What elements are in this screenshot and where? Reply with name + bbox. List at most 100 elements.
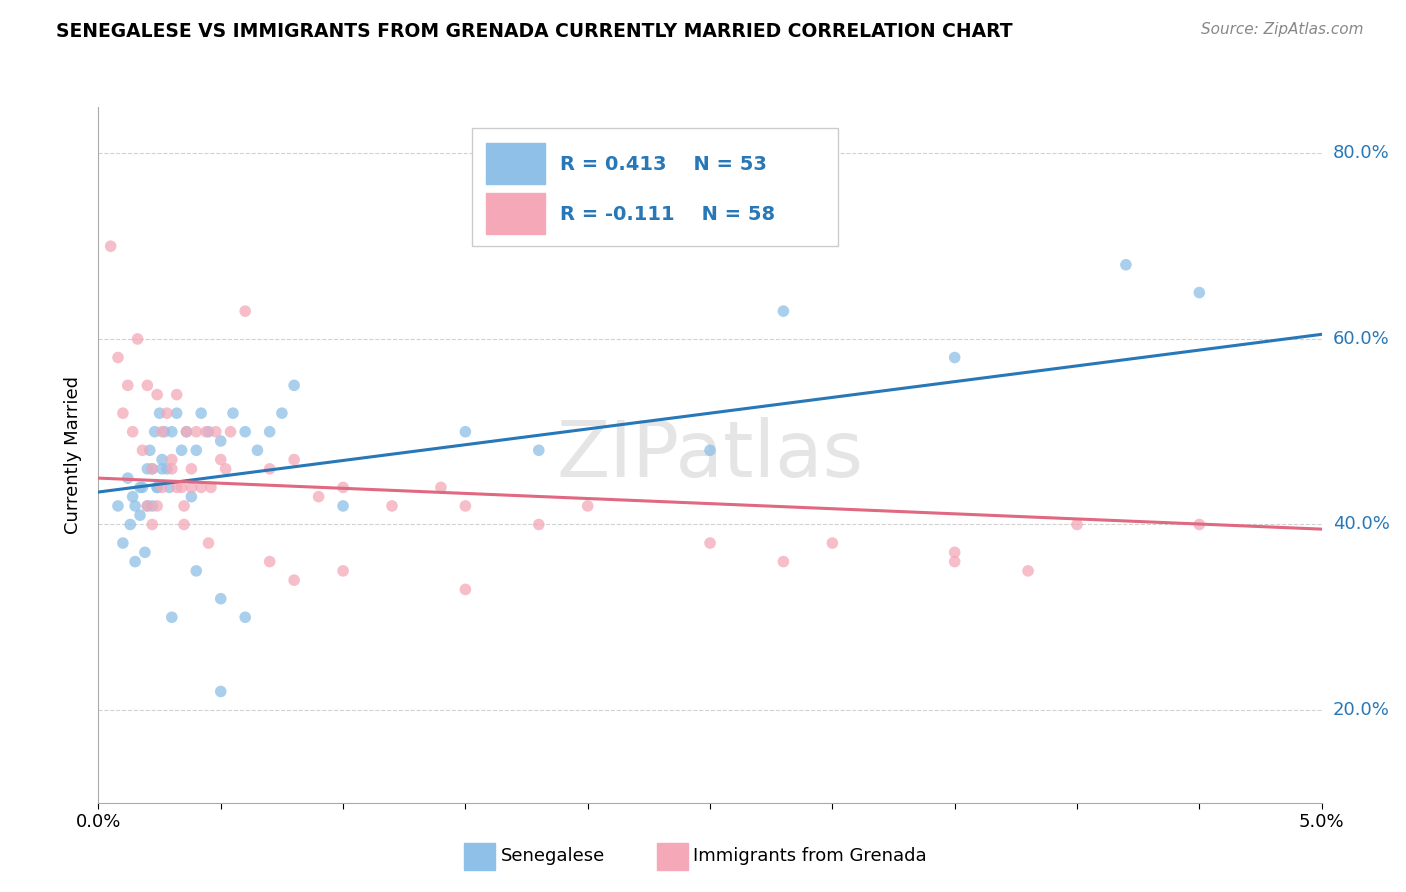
Point	[139, 443, 162, 458]
Point	[197, 425, 219, 439]
Point	[233, 610, 256, 624]
Point	[121, 490, 143, 504]
Text: 60.0%: 60.0%	[1333, 330, 1389, 348]
Point	[111, 406, 134, 420]
Point	[107, 499, 129, 513]
Point	[283, 378, 305, 392]
Point	[129, 508, 152, 523]
Point	[117, 378, 139, 392]
Point	[127, 332, 149, 346]
Point	[772, 304, 794, 318]
Point	[454, 425, 477, 439]
Point	[381, 499, 404, 513]
Point	[209, 452, 232, 467]
Point	[150, 452, 173, 467]
Point	[699, 443, 721, 458]
Point	[146, 480, 169, 494]
Text: R = -0.111    N = 58: R = -0.111 N = 58	[560, 204, 775, 224]
Point	[146, 387, 169, 401]
Point	[332, 499, 354, 513]
Point	[141, 462, 163, 476]
Point	[1066, 517, 1088, 532]
Point	[153, 425, 176, 439]
Point	[1115, 258, 1137, 272]
Point	[209, 591, 232, 606]
Point	[283, 452, 305, 467]
Point	[246, 443, 269, 458]
Point	[173, 499, 195, 513]
Point	[136, 378, 159, 392]
Point	[170, 480, 193, 494]
Point	[943, 555, 966, 569]
Point	[150, 480, 173, 494]
Point	[527, 517, 550, 532]
Point	[143, 425, 166, 439]
Point	[160, 452, 183, 467]
Point	[124, 555, 146, 569]
Point	[430, 480, 453, 494]
Point	[176, 425, 198, 439]
Point	[699, 814, 721, 829]
Text: Immigrants from Grenada: Immigrants from Grenada	[693, 847, 927, 865]
Point	[149, 406, 172, 420]
Point	[120, 517, 142, 532]
Point	[141, 517, 163, 532]
Point	[233, 425, 256, 439]
Point	[197, 536, 219, 550]
Point	[699, 536, 721, 550]
Point	[233, 304, 256, 318]
Point	[160, 425, 183, 439]
Point	[100, 239, 122, 253]
Point	[156, 406, 179, 420]
Point	[157, 480, 180, 494]
Point	[150, 462, 173, 476]
Point	[111, 536, 134, 550]
Point	[1188, 285, 1211, 300]
Point	[117, 471, 139, 485]
FancyBboxPatch shape	[486, 144, 546, 184]
Point	[160, 462, 183, 476]
Point	[332, 480, 354, 494]
Text: 40.0%: 40.0%	[1333, 516, 1389, 533]
Point	[259, 425, 281, 439]
Point	[131, 443, 153, 458]
Text: Senegalese: Senegalese	[501, 847, 605, 865]
Point	[454, 582, 477, 597]
Point	[180, 462, 202, 476]
Point	[190, 406, 212, 420]
Point	[160, 610, 183, 624]
Point	[170, 443, 193, 458]
Point	[200, 480, 222, 494]
Point	[209, 434, 232, 448]
Point	[190, 480, 212, 494]
Point	[259, 462, 281, 476]
Point	[121, 425, 143, 439]
Point	[180, 490, 202, 504]
Point	[129, 480, 152, 494]
Point	[166, 387, 188, 401]
Text: 20.0%: 20.0%	[1333, 701, 1389, 719]
Text: ZIPatlas: ZIPatlas	[557, 417, 863, 493]
Point	[146, 499, 169, 513]
Point	[186, 425, 208, 439]
Point	[166, 406, 188, 420]
Point	[222, 406, 245, 420]
Point	[283, 573, 305, 587]
Point	[156, 462, 179, 476]
FancyBboxPatch shape	[486, 194, 546, 234]
Point	[821, 536, 844, 550]
Point	[270, 406, 294, 420]
Point	[308, 490, 330, 504]
Point	[107, 351, 129, 365]
Point	[186, 564, 208, 578]
Text: 80.0%: 80.0%	[1333, 145, 1389, 162]
Point	[943, 351, 966, 365]
Point	[173, 517, 195, 532]
Point	[136, 462, 159, 476]
Point	[180, 480, 202, 494]
Point	[131, 480, 153, 494]
Point	[146, 480, 169, 494]
Point	[772, 555, 794, 569]
Text: Source: ZipAtlas.com: Source: ZipAtlas.com	[1201, 22, 1364, 37]
Text: SENEGALESE VS IMMIGRANTS FROM GRENADA CURRENTLY MARRIED CORRELATION CHART: SENEGALESE VS IMMIGRANTS FROM GRENADA CU…	[56, 22, 1012, 41]
